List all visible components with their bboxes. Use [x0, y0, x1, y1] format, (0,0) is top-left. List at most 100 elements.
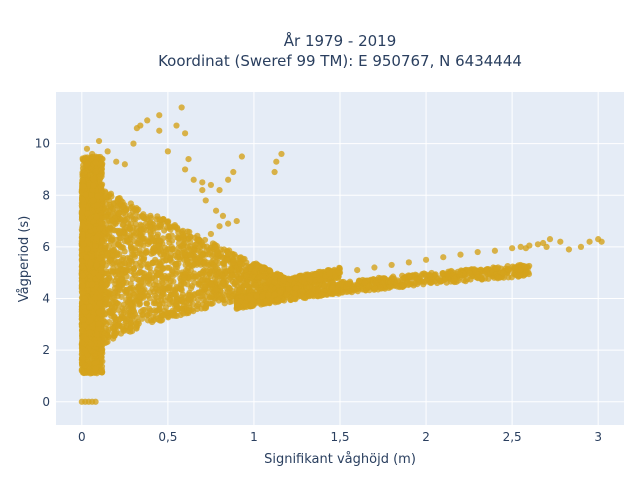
data-point — [102, 214, 109, 221]
data-point — [105, 225, 112, 232]
data-point — [259, 293, 266, 300]
data-point — [484, 270, 491, 278]
data-point — [216, 269, 223, 276]
data-point — [194, 236, 201, 243]
data-point — [147, 212, 154, 219]
data-point — [99, 340, 106, 347]
data-point — [184, 243, 191, 251]
data-point — [97, 353, 105, 360]
data-point — [187, 285, 195, 292]
data-point — [95, 320, 102, 328]
data-point — [252, 282, 259, 289]
data-point — [130, 224, 137, 231]
data-point — [133, 324, 140, 331]
x-axis-ticks: 0 0,5 1 1,5 2 2,5 3 — [78, 430, 602, 444]
data-point — [163, 309, 171, 316]
data-point — [216, 223, 223, 230]
data-point — [90, 218, 97, 225]
data-point — [387, 283, 394, 290]
data-point — [87, 340, 95, 348]
data-point — [201, 283, 208, 290]
data-point — [89, 186, 96, 194]
data-point — [467, 276, 474, 283]
data-point — [154, 315, 161, 323]
data-point — [164, 294, 171, 301]
data-point — [153, 259, 160, 266]
data-point — [110, 308, 117, 315]
data-point — [121, 161, 128, 168]
data-point — [90, 182, 97, 189]
data-point — [265, 292, 272, 299]
data-point — [130, 140, 137, 147]
data-point — [169, 273, 176, 280]
data-point — [237, 281, 244, 288]
data-point — [214, 250, 221, 257]
data-point — [95, 272, 103, 280]
data-point — [200, 260, 207, 267]
data-point — [79, 222, 86, 229]
data-point — [98, 220, 105, 228]
data-point — [123, 318, 130, 325]
data-point — [152, 278, 159, 285]
data-point — [199, 179, 206, 186]
data-point — [92, 398, 99, 405]
data-point — [164, 219, 171, 226]
data-point — [326, 270, 333, 278]
data-point — [190, 176, 197, 183]
data-point — [128, 322, 135, 329]
data-point — [110, 221, 117, 228]
data-point — [129, 275, 136, 282]
data-point — [170, 297, 177, 305]
data-point — [146, 271, 153, 278]
data-point — [104, 148, 111, 155]
data-point — [174, 268, 181, 275]
data-point — [114, 292, 121, 300]
data-point — [116, 200, 123, 207]
data-point — [212, 244, 219, 251]
data-point — [157, 251, 164, 258]
data-point — [92, 168, 100, 175]
data-point — [208, 259, 215, 266]
data-point — [125, 305, 133, 312]
data-point — [84, 246, 91, 253]
data-point — [144, 117, 151, 124]
data-point — [87, 317, 94, 324]
data-point — [203, 247, 210, 254]
data-point — [150, 300, 157, 307]
data-point — [111, 313, 118, 321]
data-point — [141, 306, 148, 313]
data-point — [308, 291, 315, 298]
data-point — [258, 265, 265, 272]
data-point — [132, 209, 139, 217]
data-point — [405, 259, 412, 266]
data-point — [277, 289, 284, 296]
data-point — [98, 283, 106, 291]
data-point — [168, 266, 175, 274]
data-point — [168, 251, 175, 258]
data-point — [99, 156, 106, 163]
data-point — [356, 277, 363, 285]
data-point — [435, 275, 443, 282]
data-point — [155, 242, 162, 250]
data-point — [242, 281, 249, 288]
data-point — [92, 242, 99, 250]
data-point — [221, 292, 228, 299]
data-point — [242, 266, 249, 274]
data-point — [98, 366, 106, 373]
data-point — [146, 295, 153, 302]
data-point — [390, 273, 397, 280]
data-point — [82, 155, 90, 162]
data-point — [102, 235, 110, 242]
data-point — [212, 286, 220, 294]
data-point — [159, 316, 166, 324]
data-point — [336, 269, 344, 276]
data-point — [90, 175, 97, 183]
data-point — [197, 289, 205, 296]
data-point — [161, 227, 168, 234]
data-point — [516, 271, 524, 278]
data-point — [132, 298, 139, 305]
data-point — [91, 269, 98, 277]
data-point — [243, 272, 250, 279]
data-point — [170, 291, 178, 298]
data-point — [137, 293, 144, 300]
